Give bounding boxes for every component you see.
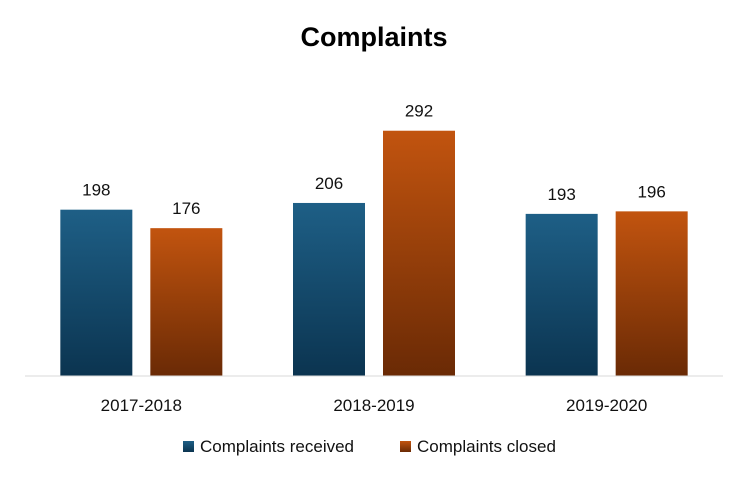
bar-closed-2017-2018: [150, 228, 223, 376]
legend-label: Complaints received: [200, 437, 354, 456]
data-label: 198: [82, 181, 110, 200]
bar-closed-2019-2020: [615, 211, 688, 376]
legend-swatch: [183, 441, 194, 452]
data-label: 193: [547, 185, 575, 204]
category-labels-group: 2017-2018 2018-2019 2019-2020: [101, 396, 648, 415]
data-label: 292: [405, 102, 433, 121]
data-label: 196: [637, 182, 665, 201]
data-label: 206: [315, 174, 343, 193]
legend: Complaints received Complaints closed: [183, 437, 556, 456]
legend-swatch: [400, 441, 411, 452]
bar-closed-2018-2019: [383, 130, 455, 376]
category-label: 2017-2018: [101, 396, 182, 415]
bar-received-2018-2019: [293, 202, 365, 376]
legend-label: Complaints closed: [417, 437, 556, 456]
category-label: 2018-2019: [333, 396, 414, 415]
bars-group: [60, 130, 688, 376]
data-labels-group: 198 176 206 292 193 196: [82, 102, 666, 218]
chart-title: Complaints: [300, 22, 447, 52]
data-label: 176: [172, 199, 200, 218]
bar-received-2017-2018: [60, 209, 133, 376]
bar-received-2019-2020: [525, 213, 598, 376]
category-label: 2019-2020: [566, 396, 647, 415]
